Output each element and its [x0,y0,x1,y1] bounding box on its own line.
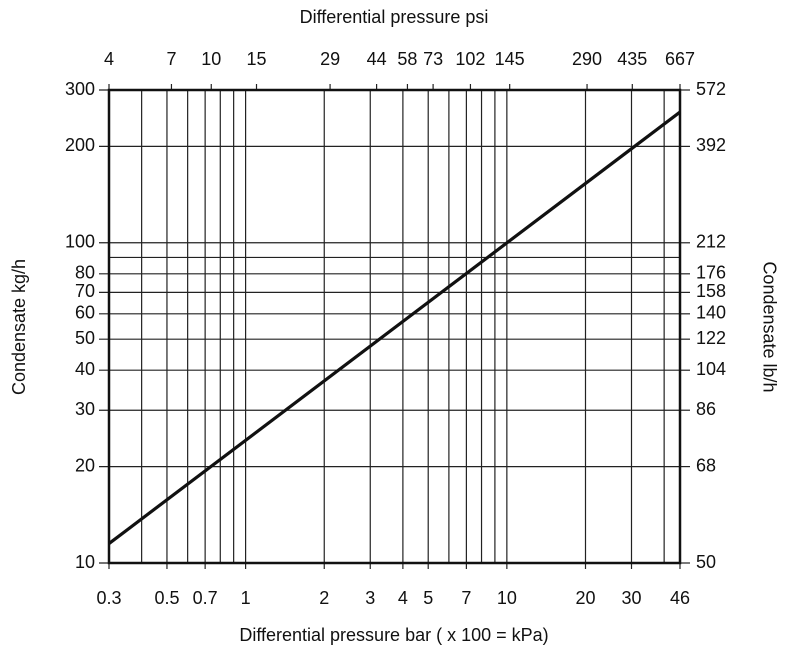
x-tick-label: 5 [423,588,433,608]
y2-tick-label: 158 [696,281,726,301]
x-tick-label: 0.3 [96,588,121,608]
y-tick-label: 50 [75,328,95,348]
y-tick-label: 30 [75,399,95,419]
y2-tick-label: 86 [696,399,716,419]
x2-tick-label: 58 [397,49,417,69]
y2-tick-label: 140 [696,303,726,323]
x2-tick-label: 667 [665,49,695,69]
y2-tick-label: 104 [696,359,726,379]
x-tick-label: 30 [621,588,641,608]
y-axis-title: Condensate kg/h [9,259,29,395]
y2-tick-label: 212 [696,232,726,252]
x-tick-label: 1 [241,588,251,608]
y-tick-label: 300 [65,79,95,99]
x2-tick-label: 4 [104,49,114,69]
x2-tick-label: 15 [246,49,266,69]
y-tick-label: 40 [75,359,95,379]
x-tick-label: 7 [461,588,471,608]
y-tick-label: 100 [65,232,95,252]
x2-tick-label: 435 [617,49,647,69]
y2-tick-label: 50 [696,552,716,572]
x-tick-label: 3 [365,588,375,608]
plot-frame [107,88,682,565]
y-tick-label: 200 [65,135,95,155]
x2-tick-label: 73 [423,49,443,69]
top-axis-title: Differential pressure psi [300,7,489,27]
data-line [108,110,681,545]
x-tick-label: 10 [497,588,517,608]
y-tick-label: 80 [75,263,95,283]
x2-tick-label: 44 [367,49,387,69]
x-tick-label: 46 [670,588,690,608]
y2-tick-label: 176 [696,263,726,283]
x2-tick-label: 29 [320,49,340,69]
y-tick-label: 20 [75,455,95,475]
x2-tick-label: 290 [572,49,602,69]
x-tick-label: 2 [319,588,329,608]
y2-axis-title: Condensate lb/h [759,261,779,392]
y2-tick-label: 392 [696,135,726,155]
y-tick-label: 70 [75,281,95,301]
x2-tick-label: 7 [166,49,176,69]
y2-tick-label: 572 [696,79,726,99]
x2-tick-label: 102 [455,49,485,69]
y-tick-label: 60 [75,303,95,323]
x-tick-label: 20 [575,588,595,608]
y2-tick-label: 122 [696,328,726,348]
x-axis-title: Differential pressure bar ( x 100 = kPa) [239,625,548,645]
x-tick-label: 0.7 [193,588,218,608]
x-tick-label: 0.5 [154,588,179,608]
y2-tick-label: 68 [696,455,716,475]
x2-tick-label: 10 [201,49,221,69]
y-tick-label: 10 [75,552,95,572]
x2-tick-label: 145 [495,49,525,69]
x-tick-label: 4 [398,588,408,608]
